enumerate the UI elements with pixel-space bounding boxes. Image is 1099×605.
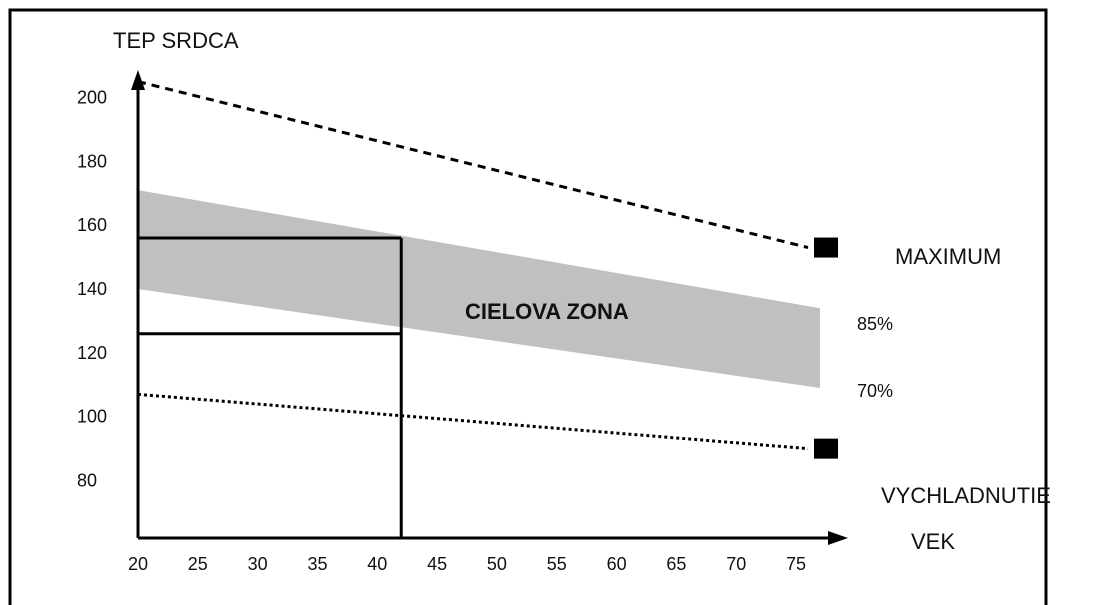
example-reading-lines	[138, 236, 403, 538]
y-tick-label: 100	[77, 407, 107, 427]
x-tick-labels: 20 25 30 35 40 45 50 55 60 65 70 75	[128, 554, 806, 574]
x-tick-label: 45	[427, 554, 447, 574]
x-tick-label: 65	[666, 554, 686, 574]
y-tick-label: 80	[77, 471, 97, 491]
y-tick-label: 120	[77, 343, 107, 363]
chart-frame	[8, 8, 1048, 605]
marker-vychladnutie	[814, 438, 838, 459]
x-tick-label: 35	[307, 554, 327, 574]
y-axis-label: TEP SRDCA	[113, 28, 239, 53]
y-tick-labels: 200 180 160 140 120 100 80	[77, 88, 107, 491]
x-tick-label: 20	[128, 554, 148, 574]
y-tick-label: 140	[77, 279, 107, 299]
y-tick-label: 160	[77, 215, 107, 235]
zone-lower-label: 70%	[857, 381, 893, 401]
x-axis-label: VEK	[911, 529, 955, 554]
x-tick-label: 50	[487, 554, 507, 574]
y-tick-label: 180	[77, 151, 107, 171]
marker-maximum	[814, 237, 838, 258]
legend-vychladnutie: VYCHLADNUTIE	[881, 483, 1051, 508]
axes	[131, 70, 848, 545]
x-tick-label: 55	[547, 554, 567, 574]
target-zone-area	[138, 190, 820, 388]
x-tick-label: 75	[786, 554, 806, 574]
zone-upper-label: 85%	[857, 314, 893, 334]
series-markers	[814, 237, 838, 459]
y-tick-label: 200	[77, 88, 107, 108]
y-axis-arrow	[131, 70, 145, 90]
series-lines	[137, 80, 809, 451]
x-tick-label: 25	[188, 554, 208, 574]
series-line-vychladnutie	[137, 392, 809, 451]
x-tick-label: 70	[726, 554, 746, 574]
zone-label: CIELOVA ZONA	[465, 299, 629, 324]
target-zone-band	[138, 190, 820, 388]
legend-maximum: MAXIMUM	[895, 244, 1001, 269]
x-tick-label: 60	[607, 554, 627, 574]
x-axis-arrow	[828, 531, 848, 545]
x-tick-label: 30	[248, 554, 268, 574]
x-tick-label: 40	[367, 554, 387, 574]
series-line-maximum	[137, 80, 809, 250]
